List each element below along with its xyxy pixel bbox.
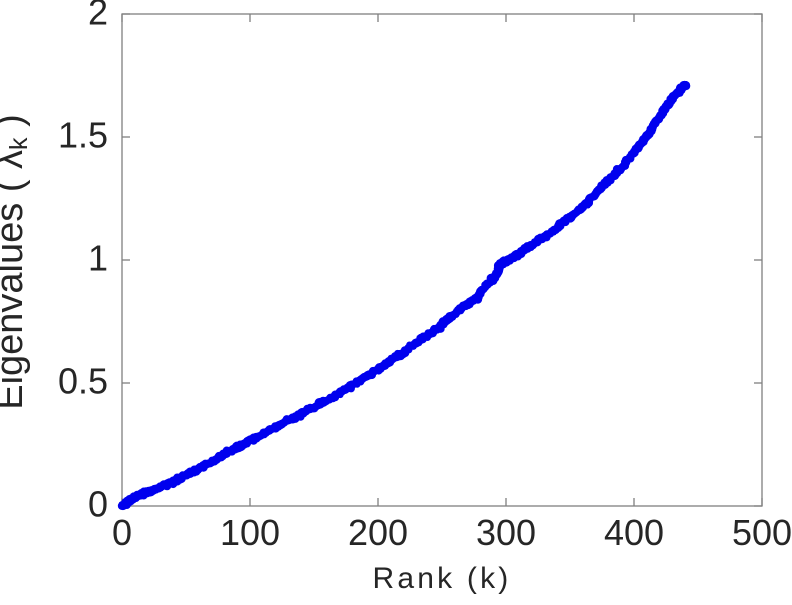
svg-text:500: 500 (732, 512, 792, 553)
svg-text:2: 2 (88, 0, 108, 33)
svg-text:0.5: 0.5 (58, 361, 108, 402)
svg-text:Rank (k): Rank (k) (373, 562, 512, 595)
svg-text:1.5: 1.5 (58, 115, 108, 156)
svg-text:0: 0 (112, 512, 132, 553)
svg-text:200: 200 (348, 512, 408, 553)
svg-text:300: 300 (476, 512, 536, 553)
svg-text:100: 100 (220, 512, 280, 553)
svg-text:Eigenvalues ( λk ): Eigenvalues ( λk ) (0, 114, 33, 410)
svg-text:400: 400 (604, 512, 664, 553)
svg-text:1: 1 (88, 238, 108, 279)
svg-text:0: 0 (88, 484, 108, 525)
